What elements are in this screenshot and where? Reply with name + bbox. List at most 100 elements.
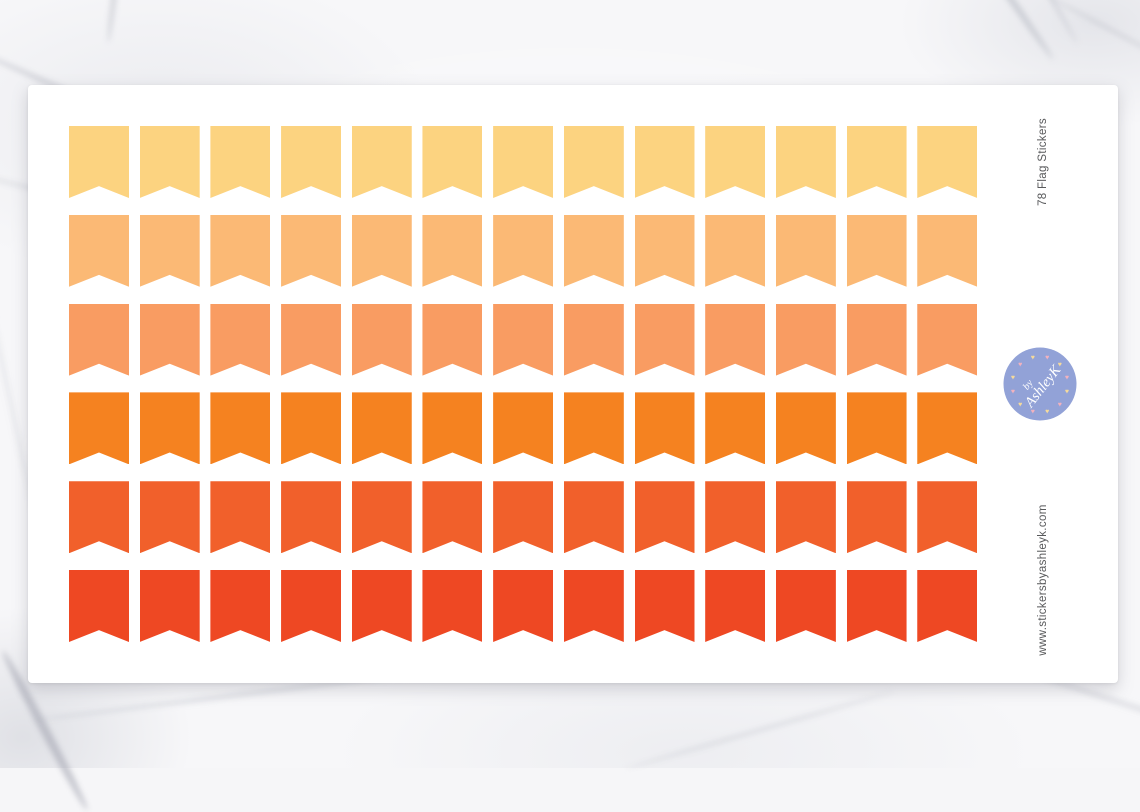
flag-sticker	[776, 481, 836, 553]
flag-sticker	[776, 392, 836, 464]
sheet-title-text: 78 Flag Stickers	[1037, 118, 1049, 206]
flag-sticker	[705, 392, 765, 464]
heart-icon: ♥	[1031, 355, 1035, 362]
heart-icon: ♥	[1065, 389, 1069, 396]
flag-sticker	[422, 304, 482, 376]
flag-sticker	[564, 570, 624, 642]
flag-sticker	[210, 481, 270, 553]
flag-sticker	[847, 304, 907, 376]
flag-sticker	[352, 215, 412, 287]
flag-sticker	[705, 481, 765, 553]
brand-logo: ♥♥♥♥♥♥♥♥♥♥♥♥ by AshleyK	[1003, 347, 1077, 421]
flag-sticker	[210, 570, 270, 642]
flag-sticker	[776, 215, 836, 287]
flag-sticker	[917, 481, 977, 553]
flag-sticker	[564, 392, 624, 464]
flag-sticker	[847, 570, 907, 642]
sticker-sheet: 78 Flag Stickers ♥♥♥♥♥♥♥♥♥♥♥♥ by AshleyK…	[28, 85, 1118, 683]
flag-sticker	[352, 304, 412, 376]
flag-sticker	[352, 126, 412, 198]
flag-sticker	[776, 126, 836, 198]
heart-icon: ♥	[1058, 362, 1062, 369]
flag-sticker	[635, 215, 695, 287]
flag-sticker	[917, 304, 977, 376]
flag-sticker	[210, 215, 270, 287]
flag-sticker	[140, 126, 200, 198]
flag-sticker	[281, 481, 341, 553]
flag-sticker	[352, 570, 412, 642]
flag-sticker	[635, 570, 695, 642]
heart-icon: ♥	[1045, 409, 1049, 416]
flag-sticker	[281, 126, 341, 198]
flag-sticker	[847, 392, 907, 464]
flag-sticker	[422, 215, 482, 287]
flag-sticker	[69, 392, 129, 464]
flag-sticker	[564, 215, 624, 287]
flag-sticker	[917, 126, 977, 198]
flag-sticker	[210, 304, 270, 376]
flag-sticker	[847, 126, 907, 198]
flag-sticker	[635, 126, 695, 198]
flag-sticker	[140, 570, 200, 642]
flag-sticker	[140, 304, 200, 376]
flag-sticker	[69, 215, 129, 287]
flag-sticker	[493, 126, 553, 198]
flag-sticker	[493, 481, 553, 553]
flag-sticker	[281, 304, 341, 376]
flag-sticker	[917, 215, 977, 287]
heart-icon: ♥	[1058, 401, 1062, 408]
flag-sticker	[493, 392, 553, 464]
flag-sticker	[493, 215, 553, 287]
brand-logo-graphic: ♥♥♥♥♥♥♥♥♥♥♥♥ by AshleyK	[1003, 347, 1077, 421]
flag-sticker	[564, 481, 624, 553]
website-text: www.stickersbyashleyk.com	[1037, 504, 1049, 655]
heart-icon: ♥	[1011, 374, 1015, 381]
heart-icon: ♥	[1065, 374, 1069, 381]
flag-sticker	[705, 126, 765, 198]
flag-sticker	[281, 392, 341, 464]
flag-sticker	[69, 481, 129, 553]
flag-sticker	[635, 481, 695, 553]
flag-sticker	[776, 570, 836, 642]
flag-sticker	[140, 392, 200, 464]
flag-sticker	[564, 304, 624, 376]
flag-sticker	[140, 481, 200, 553]
flag-sticker	[635, 304, 695, 376]
flag-sticker	[564, 126, 624, 198]
flag-sticker	[705, 215, 765, 287]
marble-background: 78 Flag Stickers ♥♥♥♥♥♥♥♥♥♥♥♥ by AshleyK…	[0, 0, 1140, 768]
heart-icon: ♥	[1011, 389, 1015, 396]
flag-sticker	[493, 304, 553, 376]
flag-sticker	[705, 570, 765, 642]
flag-sticker	[422, 570, 482, 642]
marble-vein	[930, 0, 1056, 62]
flag-sticker	[140, 215, 200, 287]
flag-sticker	[69, 304, 129, 376]
flag-sticker	[281, 215, 341, 287]
marble-vein	[1048, 0, 1140, 69]
flag-sticker	[422, 481, 482, 553]
flag-sticker	[210, 392, 270, 464]
flag-sticker	[776, 304, 836, 376]
flag-sticker	[281, 570, 341, 642]
flag-sticker	[847, 215, 907, 287]
marble-vein	[105, 0, 124, 43]
flag-sticker	[917, 392, 977, 464]
heart-icon: ♥	[1018, 401, 1022, 408]
flag-sticker	[917, 570, 977, 642]
flag-sticker	[422, 392, 482, 464]
heart-icon: ♥	[1018, 362, 1022, 369]
flag-sticker	[210, 126, 270, 198]
marble-vein	[625, 689, 895, 770]
flag-sticker	[352, 392, 412, 464]
flag-sticker	[69, 126, 129, 198]
flag-sticker	[493, 570, 553, 642]
flag-sticker	[635, 392, 695, 464]
flag-sticker	[352, 481, 412, 553]
sticker-grid	[69, 126, 977, 642]
flag-sticker	[847, 481, 907, 553]
flag-sticker	[422, 126, 482, 198]
heart-icon: ♥	[1045, 355, 1049, 362]
flag-sticker	[69, 570, 129, 642]
flag-sticker	[705, 304, 765, 376]
